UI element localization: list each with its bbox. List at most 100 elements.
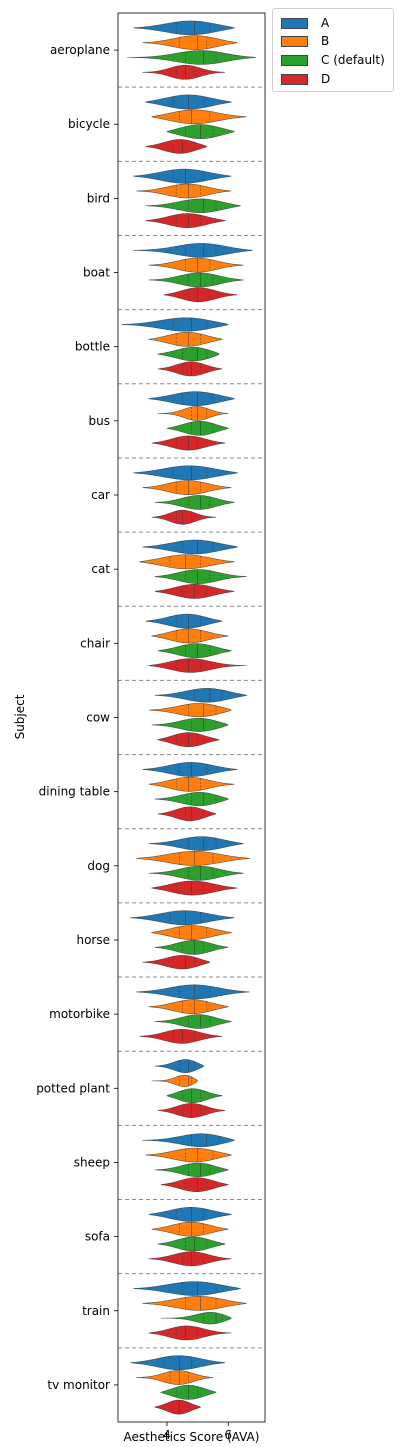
violin-bus-b [157,406,229,421]
y-tick-label-bottle: bottle [75,340,110,354]
violin-boat-b [148,257,244,273]
violin-chair-a [145,613,224,629]
violin-motorbike-a [136,984,250,1000]
violin-dining-table-a [142,762,238,777]
violin-tv-monitor-b [136,1370,213,1385]
violin-cat-a [142,539,239,555]
violin-chair-b [150,628,229,644]
y-tick-label-chair: chair [80,636,110,650]
quartile-lines [163,21,223,1415]
violin-cow-c-default- [151,717,229,732]
violin-cat-b [139,554,235,570]
violin-dining-table-d [157,806,217,822]
violin-dog-c-default- [148,865,244,881]
violin-potted-plant-b [151,1074,199,1087]
violin-bird-b [136,183,232,199]
violin-bottle-a [121,317,230,332]
legend-item-d: D [281,72,330,86]
violin-sheep-b [145,1147,233,1163]
violin-aeroplane-a [133,20,236,36]
legend-label-a: A [321,16,330,30]
violin-sofa-d [148,1251,232,1267]
y-tick-label-cow: cow [86,711,110,725]
violin-car-a [133,465,239,481]
y-tick-label-horse: horse [76,933,110,947]
violin-bottle-d [157,361,223,377]
violin-potted-plant-c-default- [166,1088,224,1104]
violin-bird-a [133,168,232,184]
legend-swatch-b [281,35,308,47]
y-tick-label-potted-plant: potted plant [36,1081,110,1095]
y-tick-label-train: train [82,1304,110,1318]
y-tick-label-bird: bird [87,191,110,205]
violin-sofa-a [148,1207,233,1222]
violin-boat-a [133,243,253,258]
y-tick-label-aeroplane: aeroplane [50,43,110,57]
violin-horse-a [130,910,235,926]
legend-swatch-d [281,73,308,85]
violin-train-c-default- [160,1311,232,1325]
violin-car-d [151,509,217,525]
legend-item-c: C (default) [281,53,385,67]
y-tick-label-boat: boat [83,266,110,280]
legend-label-d: D [321,72,331,86]
violin-sheep-a [142,1133,236,1148]
legend-label-c: C (default) [321,53,385,67]
legend: A B C (default) D [272,8,394,92]
violin-chair-d [148,658,247,673]
violin-boat-c-default- [148,272,244,288]
violin-dog-d [150,880,238,896]
legend-label-b: B [321,34,330,48]
x-tick-label: 6 [224,1428,232,1442]
violin-horse-c-default- [154,939,229,955]
y-tick-label-dining-table: dining table [39,785,110,799]
legend-item-a: A [281,16,329,30]
y-tick-label-motorbike: motorbike [49,1007,110,1021]
violin-bird-d [145,213,227,228]
violin-aeroplane-c-default- [127,50,256,65]
violin-bird-c-default- [145,198,242,213]
violin-aeroplane-b [142,35,238,50]
violin-motorbike-d [139,1028,223,1044]
violin-bottle-c-default- [156,346,220,362]
violin-train-a [133,1281,242,1296]
legend-item-b: B [281,34,329,48]
violin-cow-a [154,688,248,703]
violin-chair-c-default- [157,643,233,659]
y-tick-label-cat: cat [91,562,110,576]
violin-sheep-d [160,1177,230,1193]
violin-dining-table-b [148,776,235,792]
y-tick-label-bus: bus [89,414,110,428]
violin-train-b [142,1296,247,1311]
violin-motorbike-b [148,999,230,1015]
category-separators [118,86,265,1349]
violin-sofa-b [151,1221,230,1237]
y-axis: aeroplane bicycle bird boat bottle bus car cat c… [36,43,118,1392]
violin-cow-b [148,703,232,718]
legend-swatch-a [281,17,308,29]
y-tick-label-dog: dog [87,859,110,873]
y-tick-label-car: car [91,488,110,502]
y-tick-label-sheep: sheep [74,1155,110,1169]
violin-car-c-default- [154,495,235,510]
violin-bicycle-d [145,139,208,154]
y-axis-title: Subject [13,694,27,739]
violin-dining-table-c-default- [154,792,229,807]
y-tick-label-sofa: sofa [85,1230,110,1244]
violin-sofa-c-default- [157,1236,227,1252]
x-tick-label: 4 [163,1428,171,1442]
violin-aeroplane-d [142,64,226,80]
legend-swatch-c [281,54,308,66]
y-tick-label-bicycle: bicycle [68,117,110,131]
violin-potted-plant-a [154,1059,205,1074]
y-tick-label-tv-monitor: tv monitor [47,1378,110,1392]
violin-bicycle-b [150,109,247,125]
violin-tv-monitor-a [130,1355,226,1371]
violin-motorbike-c-default- [154,1014,233,1029]
violin-bottle-b [148,331,224,347]
violin-marks [121,20,256,1415]
violin-car-b [142,480,232,496]
violin-dog-a [148,836,244,851]
